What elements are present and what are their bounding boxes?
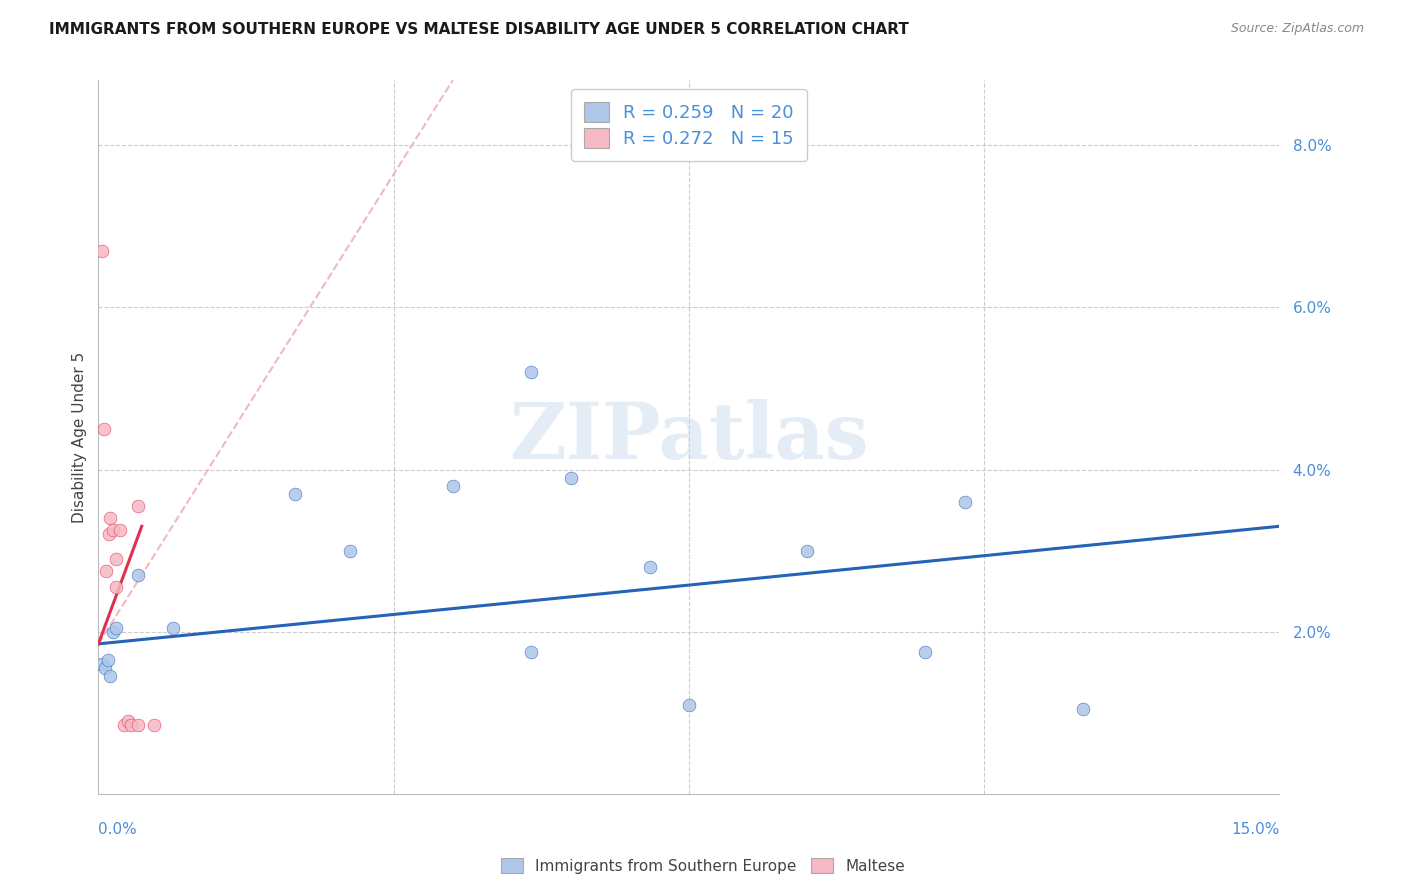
Point <box>104 580 127 594</box>
Point <box>101 624 124 639</box>
Point <box>101 524 124 538</box>
Point <box>127 718 149 732</box>
Point <box>127 568 149 582</box>
Point <box>98 511 121 525</box>
Point <box>91 657 114 672</box>
Point <box>104 551 127 566</box>
Point <box>914 645 936 659</box>
Y-axis label: Disability Age Under 5: Disability Age Under 5 <box>72 351 87 523</box>
Point <box>104 621 127 635</box>
Point <box>678 698 700 712</box>
Point <box>142 718 165 732</box>
Point <box>93 661 115 675</box>
Point <box>98 669 121 683</box>
Legend: Immigrants from Southern Europe, Maltese: Immigrants from Southern Europe, Maltese <box>495 852 911 880</box>
Text: Source: ZipAtlas.com: Source: ZipAtlas.com <box>1230 22 1364 36</box>
Text: ZIPatlas: ZIPatlas <box>509 399 869 475</box>
Point <box>112 718 135 732</box>
Point <box>796 543 818 558</box>
Point <box>162 621 184 635</box>
Point <box>97 653 120 667</box>
Point <box>1071 702 1094 716</box>
Legend: R = 0.259   N = 20, R = 0.272   N = 15: R = 0.259 N = 20, R = 0.272 N = 15 <box>571 89 807 161</box>
Text: 0.0%: 0.0% <box>98 822 138 838</box>
Point <box>127 499 149 513</box>
Point <box>520 365 543 379</box>
Text: 15.0%: 15.0% <box>1232 822 1279 838</box>
Point <box>90 244 112 258</box>
Point <box>284 487 307 501</box>
Point <box>638 559 661 574</box>
Point <box>441 479 464 493</box>
Text: IMMIGRANTS FROM SOUTHERN EUROPE VS MALTESE DISABILITY AGE UNDER 5 CORRELATION CH: IMMIGRANTS FROM SOUTHERN EUROPE VS MALTE… <box>49 22 910 37</box>
Point <box>93 422 115 436</box>
Point <box>117 714 139 728</box>
Point <box>96 564 118 578</box>
Point <box>560 470 582 484</box>
Point <box>953 495 976 509</box>
Point <box>97 527 120 541</box>
Point <box>520 645 543 659</box>
Point <box>121 718 143 732</box>
Point <box>339 543 361 558</box>
Point <box>110 524 132 538</box>
